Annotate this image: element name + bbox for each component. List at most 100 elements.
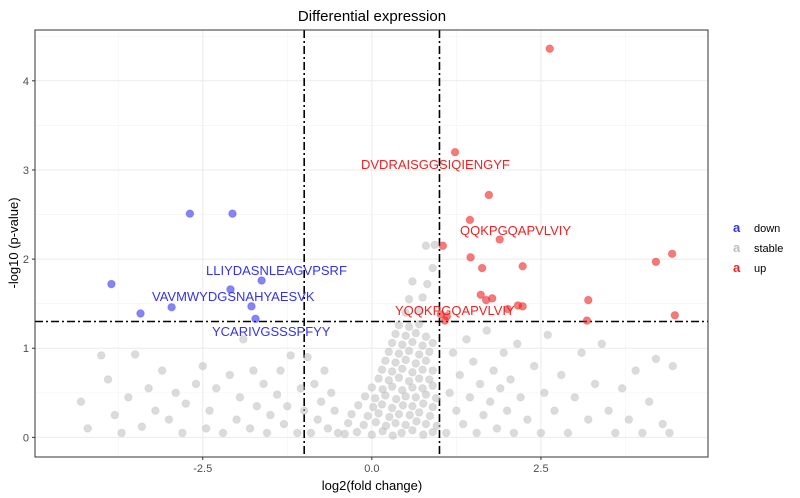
point-up bbox=[518, 261, 527, 271]
point-down bbox=[257, 276, 266, 285]
legend-label-down: down bbox=[754, 223, 780, 235]
annotation-label: DVDRAISGGSIQIENGYF bbox=[361, 157, 510, 172]
point-up bbox=[545, 44, 555, 54]
point-stable bbox=[320, 366, 329, 375]
point-stable bbox=[404, 294, 414, 304]
point-stable bbox=[354, 400, 363, 410]
point-stable bbox=[151, 406, 160, 415]
point-stable bbox=[418, 293, 427, 302]
point-stable bbox=[418, 430, 428, 440]
legend-key-down: a bbox=[733, 220, 741, 235]
point-up bbox=[438, 241, 448, 251]
point-stable bbox=[299, 406, 309, 415]
point-stable bbox=[597, 339, 607, 349]
y-axis-label: -log10 (p-value) bbox=[6, 197, 21, 288]
point-stable bbox=[502, 406, 512, 415]
point-stable bbox=[644, 397, 654, 407]
point-stable bbox=[404, 322, 414, 332]
point-stable bbox=[418, 399, 428, 408]
point-stable bbox=[458, 419, 468, 429]
point-stable bbox=[103, 375, 113, 384]
point-stable bbox=[359, 420, 369, 430]
y-tick-label: 0 bbox=[23, 432, 29, 444]
point-stable bbox=[397, 340, 407, 349]
point-stable bbox=[388, 431, 398, 440]
point-stable bbox=[604, 406, 613, 415]
point-stable bbox=[411, 359, 421, 368]
point-stable bbox=[394, 373, 404, 382]
point-up bbox=[495, 235, 504, 244]
legend-key-stable: a bbox=[733, 240, 741, 255]
point-stable bbox=[391, 418, 400, 428]
y-tick-label: 2 bbox=[23, 254, 29, 266]
annotation-label: YQQKPGQAPVLVIY bbox=[395, 303, 515, 318]
point-stable bbox=[414, 306, 424, 316]
point-stable bbox=[387, 338, 397, 348]
point-stable bbox=[401, 331, 410, 341]
point-stable bbox=[540, 388, 549, 398]
point-stable bbox=[363, 411, 373, 421]
point-stable bbox=[377, 400, 387, 409]
point-stable bbox=[266, 410, 275, 420]
point-stable bbox=[368, 402, 378, 412]
point-stable bbox=[570, 392, 580, 402]
point-stable bbox=[178, 428, 187, 438]
legend-label-up: up bbox=[754, 263, 766, 275]
point-stable bbox=[668, 361, 678, 371]
point-stable bbox=[391, 329, 400, 339]
point-stable bbox=[665, 428, 674, 438]
point-stable bbox=[421, 419, 431, 429]
annotation-label: LLIYDASNLEAGVPSRF bbox=[206, 263, 347, 278]
point-stable bbox=[418, 365, 427, 374]
point-stable bbox=[432, 421, 442, 431]
point-stable bbox=[205, 406, 214, 415]
point-stable bbox=[428, 402, 438, 412]
point-stable bbox=[577, 348, 586, 358]
legend-label-stable: stable bbox=[754, 243, 783, 255]
point-stable bbox=[378, 384, 387, 394]
point-stable bbox=[384, 376, 394, 385]
point-up bbox=[651, 257, 661, 267]
point-stable bbox=[279, 419, 289, 429]
point-up bbox=[670, 310, 680, 320]
point-stable bbox=[374, 374, 383, 383]
point-stable bbox=[394, 349, 404, 358]
point-stable bbox=[387, 382, 397, 391]
point-stable bbox=[384, 347, 394, 357]
point-stable bbox=[225, 370, 235, 380]
point-stable bbox=[617, 384, 627, 393]
x-axis-label: log2(fold change) bbox=[322, 478, 422, 493]
point-stable bbox=[404, 346, 414, 356]
point-stable bbox=[371, 417, 381, 427]
point-stable bbox=[316, 397, 326, 407]
point-stable bbox=[445, 388, 454, 398]
point-up bbox=[465, 215, 475, 225]
point-up bbox=[518, 302, 527, 311]
y-tick-label: 1 bbox=[23, 343, 29, 355]
point-down bbox=[136, 309, 145, 318]
point-stable bbox=[651, 354, 661, 364]
point-stable bbox=[496, 384, 505, 393]
point-stable bbox=[489, 366, 498, 375]
point-stable bbox=[411, 328, 421, 338]
point-stable bbox=[387, 367, 397, 376]
point-stable bbox=[293, 428, 302, 438]
point-stable bbox=[401, 420, 410, 430]
legend: a down a stable a up bbox=[733, 220, 783, 275]
point-stable bbox=[211, 384, 221, 393]
point-stable bbox=[239, 335, 248, 344]
point-stable bbox=[590, 379, 600, 389]
point-stable bbox=[394, 320, 404, 330]
point-stable bbox=[638, 428, 647, 438]
point-stable bbox=[198, 361, 208, 371]
point-stable bbox=[455, 370, 465, 380]
point-stable bbox=[343, 418, 353, 428]
point-stable bbox=[428, 381, 438, 390]
point-stable bbox=[259, 379, 268, 389]
point-stable bbox=[245, 424, 255, 433]
point-stable bbox=[404, 376, 414, 386]
point-stable bbox=[181, 399, 191, 408]
point-stable bbox=[421, 390, 431, 399]
point-down bbox=[226, 285, 235, 294]
point-stable bbox=[117, 428, 126, 438]
